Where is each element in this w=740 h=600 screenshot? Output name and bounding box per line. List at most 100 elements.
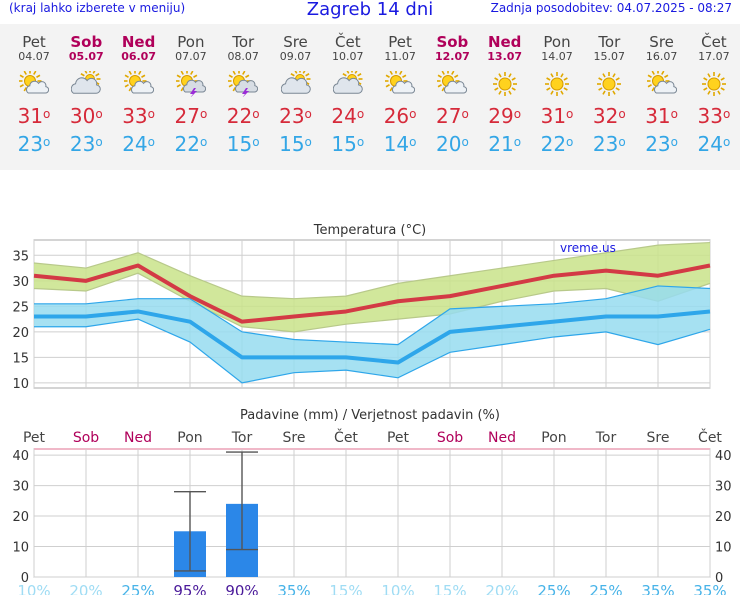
sun-cloud-icon bbox=[385, 71, 416, 94]
day-column: Pon 14.07 31o 22o bbox=[531, 24, 583, 155]
band-lower-edge bbox=[33, 272, 711, 333]
day-column: Pet 04.07 31o 23o bbox=[8, 24, 60, 155]
day-name: Sob bbox=[70, 33, 103, 51]
min-temp: 15o bbox=[279, 132, 312, 156]
min-temp: 24o bbox=[122, 132, 155, 156]
y-tick-label-right: 30 bbox=[715, 480, 732, 495]
location-hint[interactable]: (kraj lahko izberete v meniju) bbox=[9, 1, 186, 15]
y-tick-label-left: 30 bbox=[12, 480, 29, 495]
x-tick-label: Čet bbox=[334, 428, 358, 446]
day-date: 16.07 bbox=[645, 50, 678, 63]
sun-cloud-icon bbox=[646, 71, 677, 94]
day-column: Tor 08.07 22o 15o bbox=[217, 24, 269, 155]
thunderstorm-icon bbox=[175, 71, 206, 97]
precip-probability: 10% bbox=[381, 582, 414, 595]
precip-probability: 10% bbox=[17, 582, 50, 595]
cloudy-sun-icon bbox=[280, 71, 311, 94]
y-tick-label-right: 40 bbox=[715, 449, 732, 464]
y-tick-label-left: 0 bbox=[21, 571, 29, 586]
x-tick-label: Sre bbox=[647, 430, 670, 446]
sun-icon bbox=[545, 72, 569, 96]
precip-probability: 25% bbox=[589, 582, 622, 595]
day-column: Čet 17.07 33o 24o bbox=[688, 24, 740, 155]
day-column: Ned 13.07 29o 21o bbox=[479, 24, 531, 155]
sun-cloud-icon bbox=[123, 71, 154, 94]
x-tick-label: Tor bbox=[595, 430, 617, 446]
day-column: Sob 05.07 30o 23o bbox=[60, 24, 112, 155]
last-update: Zadnja posodobitev: 04.07.2025 - 08:27 bbox=[490, 1, 732, 15]
max-temp: 33o bbox=[122, 104, 155, 128]
max-temp: 26o bbox=[383, 104, 417, 128]
day-name: Ned bbox=[121, 33, 156, 51]
y-tick-label: 20 bbox=[12, 326, 29, 341]
band-lower-edge bbox=[34, 318, 711, 384]
temperature-chart: Temperatura (°C) 10 15 20 25 30 35 vreme.us bbox=[12, 223, 711, 392]
min-temp: 21o bbox=[488, 132, 522, 156]
header: (kraj lahko izberete v meniju) Zagreb 14… bbox=[0, 0, 740, 22]
page-title: Zagreb 14 dni bbox=[306, 0, 434, 20]
day-name: Sob bbox=[436, 33, 469, 51]
day-name: Pon bbox=[177, 33, 205, 51]
day-column: Tor 15.07 32o 23o bbox=[583, 24, 635, 155]
precip-probability: 25% bbox=[121, 582, 154, 595]
day-date: 14.07 bbox=[541, 50, 573, 63]
y-tick-label: 35 bbox=[12, 249, 29, 264]
y-tick-label-left: 10 bbox=[12, 541, 29, 556]
precip-probability: 95% bbox=[173, 582, 206, 595]
x-tick-label: Pet bbox=[23, 430, 46, 446]
day-date: 08.07 bbox=[227, 50, 259, 63]
day-name: Pon bbox=[543, 33, 571, 51]
y-tick-label-right: 20 bbox=[715, 510, 732, 525]
y-tick-label-right: 10 bbox=[715, 541, 732, 556]
day-date: 17.07 bbox=[698, 50, 730, 63]
precipitation-chart-title: Padavine (mm) / Verjetnost padavin (%) bbox=[240, 408, 500, 423]
max-temp: 23o bbox=[279, 104, 312, 128]
day-date: 07.07 bbox=[175, 50, 207, 63]
precip-probability: 20% bbox=[485, 582, 518, 595]
precip-probability: 25% bbox=[537, 582, 570, 595]
min-temp-line bbox=[34, 309, 711, 365]
x-tick-label: Pon bbox=[541, 430, 566, 446]
max-temp: 32o bbox=[592, 104, 626, 128]
min-temp: 23o bbox=[592, 132, 626, 156]
max-temp: 33o bbox=[697, 104, 731, 128]
max-temp-range-band bbox=[34, 242, 710, 332]
x-tick-label: Ned bbox=[124, 430, 152, 446]
sun-cloud-icon bbox=[19, 71, 49, 94]
max-temp: 30o bbox=[69, 104, 103, 128]
precip-probability: 15% bbox=[329, 582, 362, 595]
day-column: Ned 06.07 33o 24o bbox=[113, 24, 165, 155]
day-column: Pon 07.07 27o 22o bbox=[165, 24, 217, 155]
day-column: Sre 16.07 31o 23o bbox=[636, 24, 688, 155]
day-column: Sre 09.07 23o 15o bbox=[270, 24, 322, 155]
max-temp: 31o bbox=[540, 104, 574, 128]
day-date: 05.07 bbox=[68, 50, 104, 63]
y-tick-label: 10 bbox=[12, 377, 29, 392]
y-tick-label-left: 40 bbox=[12, 449, 29, 464]
precip-probability: 90% bbox=[225, 582, 258, 595]
max-temp-line bbox=[33, 263, 711, 324]
precip-probability: 15% bbox=[433, 582, 466, 595]
y-tick-label: 15 bbox=[12, 351, 29, 366]
precipitation-chart: Padavine (mm) / Verjetnost padavin (%) Pe… bbox=[12, 408, 732, 595]
day-column: Sob 12.07 27o 20o bbox=[426, 24, 478, 155]
precip-probability: 35% bbox=[693, 582, 726, 595]
max-temp: 27o bbox=[435, 104, 469, 128]
day-name: Sre bbox=[649, 33, 674, 51]
band-upper-edge bbox=[34, 285, 711, 346]
max-temp: 24o bbox=[331, 104, 365, 128]
day-date: 12.07 bbox=[434, 50, 470, 63]
day-name: Tor bbox=[598, 33, 621, 51]
min-temp: 23o bbox=[69, 132, 103, 156]
x-tick-label: Pon bbox=[177, 430, 202, 446]
day-name: Čet bbox=[701, 33, 727, 51]
precip-probability: 20% bbox=[69, 582, 102, 595]
x-tick-label: Sob bbox=[437, 430, 463, 446]
x-tick-label: Tor bbox=[231, 430, 253, 446]
watermark: vreme.us bbox=[560, 241, 616, 255]
day-date: 04.07 bbox=[18, 50, 50, 63]
min-temp: 20o bbox=[435, 132, 469, 156]
min-temp: 15o bbox=[226, 132, 260, 156]
day-date: 06.07 bbox=[121, 50, 156, 63]
max-temp: 31o bbox=[645, 104, 678, 128]
